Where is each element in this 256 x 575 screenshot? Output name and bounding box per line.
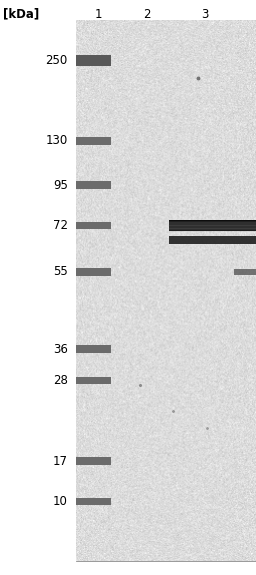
Bar (169, 228, 256, 232)
Bar (76, 497, 111, 505)
Text: 28: 28 (53, 374, 68, 387)
Text: 10: 10 (53, 495, 68, 508)
Text: 72: 72 (53, 219, 68, 232)
Bar (76, 268, 111, 275)
Text: [kDa]: [kDa] (3, 8, 39, 21)
Bar (169, 225, 256, 229)
Bar (76, 181, 111, 189)
Bar (76, 377, 111, 385)
Bar (76, 20, 256, 561)
Text: 55: 55 (53, 266, 68, 278)
Bar (76, 55, 111, 66)
Bar (76, 345, 111, 352)
Text: 250: 250 (46, 54, 68, 67)
Text: 130: 130 (46, 135, 68, 147)
Bar (169, 223, 256, 226)
Text: 2: 2 (143, 8, 151, 21)
Bar (234, 269, 256, 275)
Text: 3: 3 (201, 8, 208, 21)
Text: 17: 17 (53, 455, 68, 467)
Bar (169, 221, 256, 224)
Bar (76, 221, 111, 229)
Text: 36: 36 (53, 343, 68, 355)
Text: 95: 95 (53, 179, 68, 191)
Bar (169, 224, 256, 227)
Bar (169, 227, 256, 230)
Text: 1: 1 (95, 8, 102, 21)
Bar (76, 458, 111, 465)
Bar (169, 220, 256, 231)
Bar (169, 236, 256, 244)
Bar (76, 137, 111, 144)
